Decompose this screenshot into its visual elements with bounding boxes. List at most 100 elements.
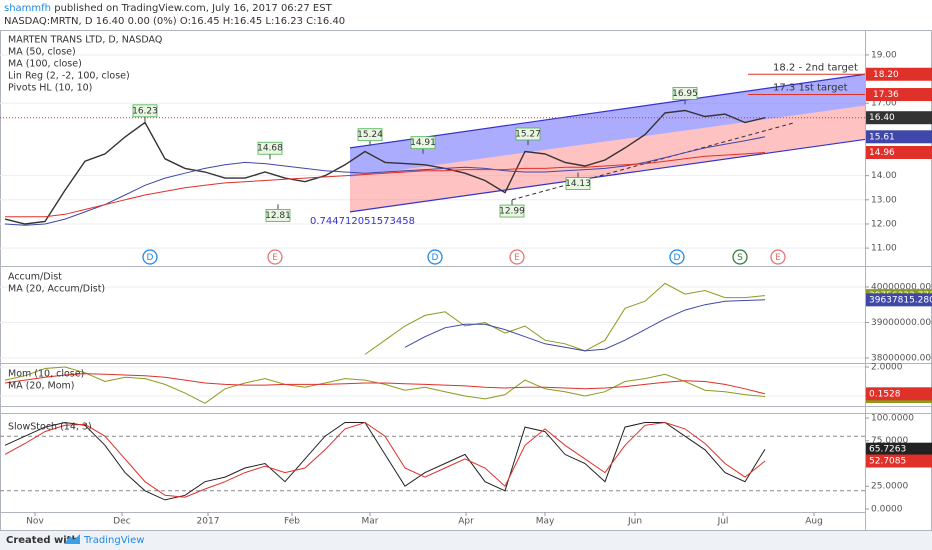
x-tick-label: Aug [805,517,823,527]
event-label: D [147,253,154,263]
x-tick-label: Feb [284,517,300,527]
x-tick-label: 2017 [197,517,220,527]
target-label: 18.2 - 2nd target [773,62,858,73]
pivot-box [132,104,158,118]
pearson-label: 0.744712051573458 [310,216,415,227]
pane-title: MARTEN TRANS LTD, D, NASDAQ [8,35,162,46]
pivot-label: 12.99 [499,207,525,217]
legend-entry: MA (50, close) [8,47,76,58]
pivot-label: 15.24 [357,130,383,140]
series-line [4,366,766,404]
pivot-box [499,204,525,218]
series-line [364,282,766,355]
y-tick-label: 2.0000 [871,363,903,373]
value-badge [866,111,932,125]
value-badge [866,130,932,144]
y-tick-label: 38000000.0000 [871,353,932,363]
author[interactable]: shammfh [4,3,51,14]
legend-entry: Lin Reg (2, -2, 100, close) [8,71,130,82]
target-badge-label: 18.20 [873,70,899,80]
series-line [5,152,766,218]
publish-info: published on TradingView.com, July 16, 2… [54,3,332,14]
pivot-box [265,208,291,222]
y-tick-label: 40000000.0000 [871,282,932,292]
pivot-label: 16.95 [672,89,698,99]
value-badge [866,454,932,468]
pane [0,282,865,359]
pivot-label: 12.81 [265,211,291,221]
pivot-label: 14.68 [257,144,283,154]
x-tick-label: Dec [113,517,130,527]
target-badge [866,88,932,102]
pane-title: Accum/Dist [8,272,62,283]
value-badge-label: 16.40 [869,113,895,123]
y-tick-label: 25.0000 [871,482,908,492]
y-tick-label: 39000000.0000 [871,318,932,328]
series-line [4,109,766,225]
event-marker [509,249,525,265]
series-line [404,299,766,352]
event-label: E [775,253,781,263]
target-badge [866,67,932,81]
pivot-box [672,87,698,100]
y-tick-label: 100.0000 [871,414,914,424]
legend-entry: MA (20, Mom) [8,381,75,392]
channel-line [349,138,865,213]
pane [0,421,865,501]
pivot-label: 14.91 [410,138,436,148]
footer-bar [0,531,932,550]
legend-entry: Pivots HL (10, 10) [8,83,92,94]
y-tick-label: 17.00 [871,99,897,109]
series-line [4,421,766,498]
pane-title: Mom (10, close) [8,369,84,380]
target-label: 17.3 1st target [773,83,848,94]
pane [0,366,865,404]
value-badge-label: 0.1528 [869,389,901,399]
target-badge-label: 17.36 [873,90,899,100]
value-badge-label: 14.96 [869,148,895,158]
event-label: D [674,253,681,263]
y-tick-label: 12.00 [871,219,897,229]
series-line [4,421,766,501]
pivot-box [565,177,591,190]
symbol-info: NASDAQ:MRTN, D 16.40 0.00 (0%) O:16.45 H… [4,16,345,27]
series-line [4,373,766,395]
x-tick-label: May [536,517,555,527]
y-tick-label: 0.0000 [871,504,903,514]
value-badge [866,145,932,159]
x-tick-label: Nov [26,517,44,527]
pivot-label: 14.13 [565,179,591,189]
legend-entry: MA (100, close) [8,59,82,70]
event-marker [770,249,786,265]
event-label: E [272,253,278,263]
channel-line [349,73,865,149]
event-marker [267,249,283,265]
header-line: shammfh published on TradingView.com, Ju… [4,3,333,14]
x-tick-label: Jul [717,517,729,527]
footer-logo [64,534,80,544]
value-badge-label: 15.61 [869,132,895,142]
value-badge-label: 39637815.2805 [869,295,932,305]
pane: 16.23 14.68 15.24 14.91 15.27 16.95 12.81 12.99… [0,54,865,249]
value-badge-label: 65.7263 [869,445,906,455]
footer-brand[interactable]: TradingView [83,535,144,546]
y-tick-label: 19.00 [871,50,897,60]
value-badge [866,293,932,307]
pivot-box [515,127,541,141]
x-tick-label: Mar [362,517,379,527]
y-tick-label: 14.00 [871,171,897,181]
pivot-box [257,141,283,155]
x-tick-label: Apr [458,517,474,527]
event-marker [732,249,748,265]
pane-title: SlowStoch (14, 3) [8,422,92,433]
pivot-box [410,136,436,150]
event-marker [142,249,158,265]
footer-text: Created with [6,535,79,546]
pivot-label: 16.23 [132,106,158,116]
value-badge-label: 52.7085 [869,457,906,467]
value-badge [866,387,932,401]
event-label: D [432,253,439,263]
channel-upper-fill [350,74,865,177]
x-tick-label: Jun [627,517,642,527]
